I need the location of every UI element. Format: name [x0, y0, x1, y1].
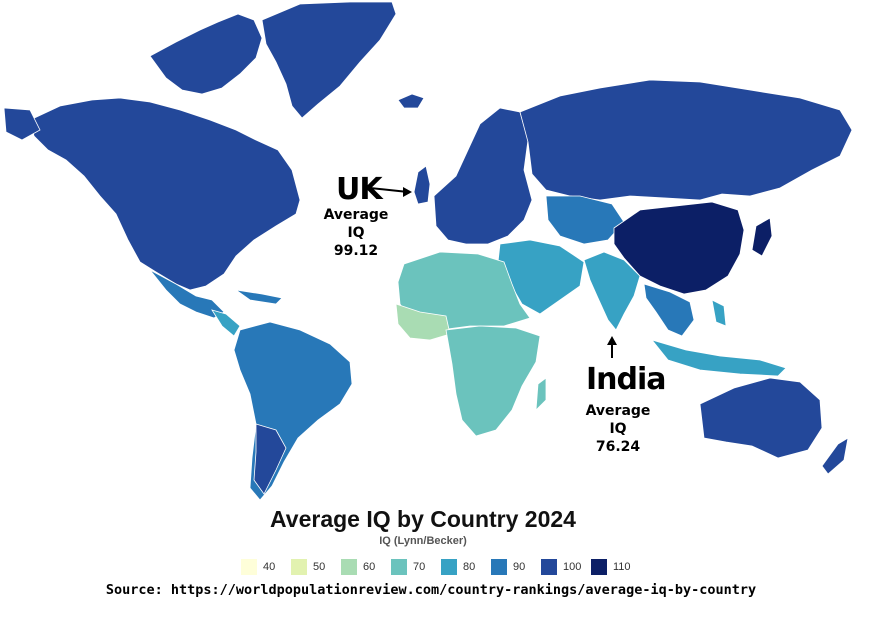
legend-swatch: [591, 559, 607, 575]
region-southeast-asia[interactable]: [643, 283, 695, 337]
source-citation: Source: https://worldpopulationreview.co…: [105, 582, 757, 598]
region-patagonia[interactable]: [253, 423, 287, 495]
uk-average-iq: Average IQ 99.12: [316, 206, 396, 260]
legend-label: 50: [313, 561, 326, 573]
legend-swatch: [241, 559, 257, 575]
legend-label: 60: [363, 561, 376, 573]
region-japan[interactable]: [751, 217, 773, 257]
map-title: Average IQ by Country 2024: [270, 506, 576, 532]
legend-swatch: [491, 559, 507, 575]
region-indonesia[interactable]: [650, 339, 787, 377]
uk-label: UK: [336, 172, 383, 207]
legend-item: 40: [241, 559, 287, 575]
region-philippines[interactable]: [711, 299, 727, 327]
region-north-america[interactable]: [29, 97, 301, 291]
color-legend: 40 50 60 70 80 90 100 110: [241, 559, 637, 575]
legend-item: 60: [341, 559, 387, 575]
india-label: India: [586, 362, 667, 397]
legend-item: 110: [591, 559, 637, 575]
legend-swatch: [541, 559, 557, 575]
region-alaska[interactable]: [3, 107, 41, 141]
uk-arrow: [369, 187, 409, 193]
legend-label: 80: [463, 561, 476, 573]
india-arrowhead: [607, 336, 617, 345]
region-west-africa[interactable]: [395, 303, 451, 341]
india-average-iq: Average IQ 76.24: [575, 402, 661, 456]
legend-label: 40: [263, 561, 276, 573]
legend-item: 50: [291, 559, 337, 575]
region-arctic-islands[interactable]: [149, 13, 263, 95]
region-central-africa[interactable]: [445, 325, 541, 437]
region-madagascar[interactable]: [535, 377, 547, 412]
legend-item: 90: [491, 559, 537, 575]
region-australia[interactable]: [699, 377, 823, 459]
world-choropleth-map: [3, 1, 853, 501]
legend-label: 70: [413, 561, 426, 573]
region-central-america[interactable]: [211, 309, 241, 337]
legend-label: 110: [613, 561, 631, 573]
uk-value: 99.12: [333, 243, 379, 259]
region-europe[interactable]: [433, 107, 533, 245]
region-china[interactable]: [613, 201, 745, 295]
legend-label: 100: [563, 561, 582, 573]
legend-item: 70: [391, 559, 437, 575]
india-caption: Average IQ: [585, 403, 651, 437]
legend-label: 90: [513, 561, 526, 573]
legend-swatch: [441, 559, 457, 575]
region-russia[interactable]: [519, 79, 853, 201]
india-value: 76.24: [595, 439, 641, 455]
region-south-america[interactable]: [233, 321, 353, 501]
region-caribbean[interactable]: [235, 289, 283, 305]
legend-item: 80: [441, 559, 487, 575]
legend-title: IQ (Lynn/Becker): [379, 535, 467, 547]
uk-arrowhead: [403, 187, 412, 197]
region-central-asia[interactable]: [545, 195, 625, 245]
region-india[interactable]: [583, 251, 641, 331]
legend-swatch: [291, 559, 307, 575]
uk-caption: Average IQ: [323, 207, 389, 241]
legend-swatch: [391, 559, 407, 575]
region-greenland[interactable]: [261, 1, 397, 119]
legend-swatch: [341, 559, 357, 575]
region-uk[interactable]: [413, 165, 431, 205]
legend-item: 100: [541, 559, 587, 575]
region-iceland[interactable]: [397, 93, 425, 109]
region-new-zealand[interactable]: [821, 437, 849, 475]
